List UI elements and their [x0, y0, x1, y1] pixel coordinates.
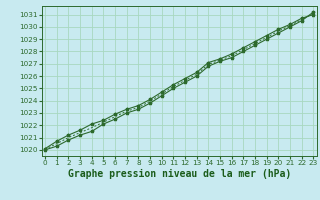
X-axis label: Graphe pression niveau de la mer (hPa): Graphe pression niveau de la mer (hPa) — [68, 169, 291, 179]
